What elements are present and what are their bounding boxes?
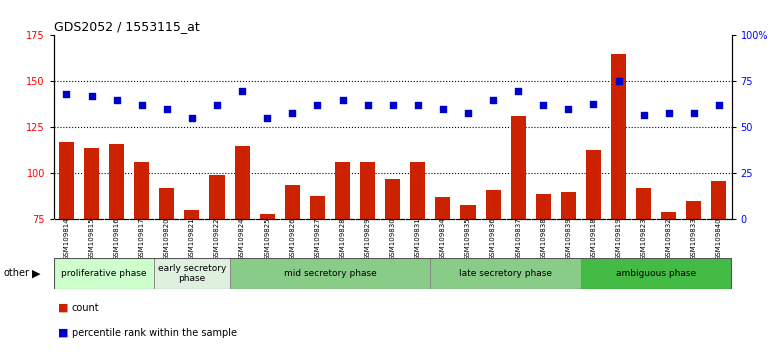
Point	[638, 112, 650, 118]
Point	[60, 91, 72, 97]
Text: GSM109836: GSM109836	[490, 218, 496, 260]
Text: GSM109822: GSM109822	[214, 218, 220, 260]
Bar	[229, 258, 430, 289]
Text: GSM109832: GSM109832	[666, 218, 671, 260]
Bar	[385, 179, 400, 219]
Bar	[134, 162, 149, 219]
Text: mid secretory phase: mid secretory phase	[283, 269, 377, 278]
Text: GSM109835: GSM109835	[465, 218, 471, 260]
Point	[236, 88, 248, 93]
Point	[462, 110, 474, 115]
Point	[336, 97, 349, 103]
Bar	[209, 175, 225, 219]
Text: GSM109838: GSM109838	[541, 218, 546, 260]
Text: GSM109818: GSM109818	[591, 218, 597, 260]
Text: proliferative phase: proliferative phase	[62, 269, 147, 278]
Text: GSM109828: GSM109828	[340, 218, 346, 260]
Text: GSM109840: GSM109840	[716, 218, 722, 260]
Bar	[310, 195, 325, 219]
Point	[186, 115, 198, 121]
Bar	[460, 205, 476, 219]
Point	[110, 97, 122, 103]
Bar	[84, 148, 99, 219]
Text: percentile rank within the sample: percentile rank within the sample	[72, 328, 236, 338]
Text: GSM109823: GSM109823	[641, 218, 647, 260]
Point	[311, 103, 323, 108]
Text: GSM109826: GSM109826	[290, 218, 296, 260]
Bar	[561, 192, 576, 219]
Point	[562, 106, 574, 112]
Text: late secretory phase: late secretory phase	[459, 269, 552, 278]
Bar	[661, 212, 676, 219]
Text: GDS2052 / 1553115_at: GDS2052 / 1553115_at	[54, 20, 199, 33]
Bar	[536, 194, 551, 219]
Bar	[611, 54, 626, 219]
Bar	[360, 162, 375, 219]
Point	[713, 103, 725, 108]
Point	[512, 88, 524, 93]
Text: early secretory
phase: early secretory phase	[158, 264, 226, 283]
Text: GSM109829: GSM109829	[365, 218, 370, 260]
Text: ▶: ▶	[32, 268, 41, 278]
Text: GSM109839: GSM109839	[565, 218, 571, 260]
Point	[286, 110, 299, 115]
Bar	[54, 258, 154, 289]
Point	[612, 79, 624, 84]
Text: GSM109825: GSM109825	[264, 218, 270, 260]
Bar	[430, 258, 581, 289]
Text: GSM109833: GSM109833	[691, 218, 697, 260]
Bar	[581, 258, 732, 289]
Bar	[109, 144, 124, 219]
Text: GSM109821: GSM109821	[189, 218, 195, 260]
Text: GSM109827: GSM109827	[314, 218, 320, 260]
Text: GSM109831: GSM109831	[415, 218, 420, 260]
Bar	[335, 162, 350, 219]
Point	[211, 103, 223, 108]
Point	[688, 110, 700, 115]
Bar	[154, 258, 229, 289]
Text: GSM109816: GSM109816	[114, 218, 119, 260]
Bar	[486, 190, 500, 219]
Point	[387, 103, 399, 108]
Text: GSM109815: GSM109815	[89, 218, 95, 260]
Text: GSM109834: GSM109834	[440, 218, 446, 260]
Bar	[285, 184, 300, 219]
Bar	[586, 149, 601, 219]
Point	[537, 103, 550, 108]
Point	[437, 106, 449, 112]
Point	[85, 93, 98, 99]
Bar	[235, 146, 249, 219]
Text: ■: ■	[58, 328, 69, 338]
Point	[161, 106, 173, 112]
Point	[412, 103, 424, 108]
Text: GSM109837: GSM109837	[515, 218, 521, 260]
Bar	[159, 188, 174, 219]
Text: other: other	[4, 268, 30, 278]
Point	[487, 97, 499, 103]
Bar	[686, 201, 701, 219]
Text: count: count	[72, 303, 99, 313]
Point	[361, 103, 373, 108]
Bar	[259, 214, 275, 219]
Text: GSM109824: GSM109824	[239, 218, 245, 260]
Bar	[59, 142, 74, 219]
Point	[261, 115, 273, 121]
Point	[136, 103, 148, 108]
Text: GSM109814: GSM109814	[63, 218, 69, 260]
Bar	[711, 181, 726, 219]
Text: GSM109817: GSM109817	[139, 218, 145, 260]
Text: GSM109830: GSM109830	[390, 218, 396, 260]
Point	[663, 110, 675, 115]
Bar	[184, 210, 199, 219]
Text: GSM109820: GSM109820	[164, 218, 170, 260]
Text: ambiguous phase: ambiguous phase	[616, 269, 696, 278]
Bar	[435, 198, 450, 219]
Text: ■: ■	[58, 303, 69, 313]
Point	[588, 101, 600, 106]
Bar	[511, 116, 526, 219]
Text: GSM109819: GSM109819	[615, 218, 621, 260]
Bar	[636, 188, 651, 219]
Bar	[410, 162, 425, 219]
